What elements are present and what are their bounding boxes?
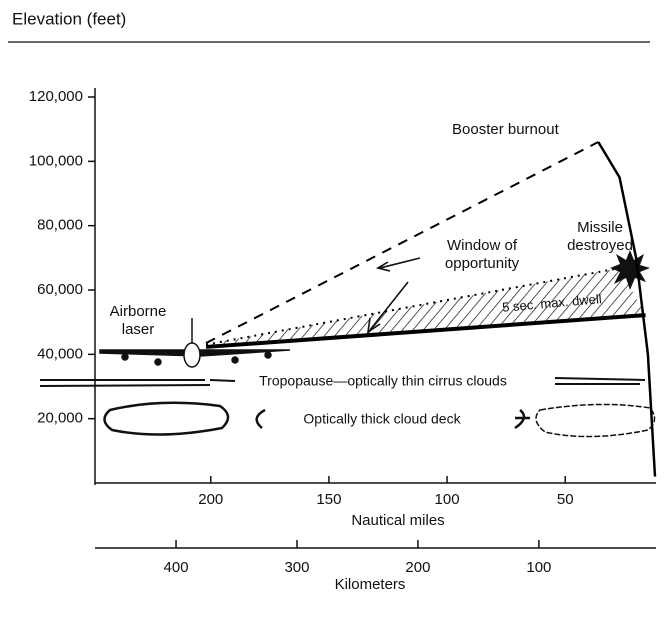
- series-line: [205, 313, 646, 349]
- annotation: opportunity: [445, 255, 520, 272]
- x2-axis-label: Kilometers: [335, 576, 406, 593]
- airplane: [99, 318, 291, 368]
- x2-tick-label: 300: [284, 559, 309, 576]
- cirrus-clouds: [39, 377, 646, 387]
- x2-tick-label: 200: [405, 559, 430, 576]
- annotation: Missile: [577, 219, 623, 236]
- window-hatch: [206, 268, 646, 347]
- annotation: Booster burnout: [452, 121, 560, 138]
- x-axis-label: Nautical miles: [351, 512, 444, 529]
- annotation: Optically thick cloud deck: [303, 411, 461, 427]
- y-tick-label: 80,000: [37, 217, 83, 234]
- x-tick-label: 50: [557, 491, 574, 508]
- annotation: laser: [122, 321, 155, 338]
- y-tick-label: 120,000: [29, 88, 83, 105]
- annotation: destroyed: [567, 237, 633, 254]
- annotation: Window of: [447, 237, 518, 254]
- y-tick-label: 40,000: [37, 345, 83, 362]
- annotation: Tropopause—optically thin cirrus clouds: [259, 373, 507, 389]
- x-tick-label: 100: [435, 491, 460, 508]
- chart-title: Elevation (feet): [12, 9, 126, 28]
- x-tick-label: 200: [198, 491, 223, 508]
- series-line: [597, 141, 657, 477]
- cloud-deck: [103, 401, 656, 438]
- y-tick-label: 20,000: [37, 410, 83, 427]
- x2-tick-label: 400: [164, 559, 189, 576]
- x-tick-label: 150: [316, 491, 341, 508]
- annotation: Airborne: [110, 303, 167, 320]
- y-tick-label: 60,000: [37, 281, 83, 298]
- series-line: [205, 267, 620, 346]
- series-line: [205, 141, 599, 344]
- y-tick-label: 100,000: [29, 152, 83, 169]
- x2-tick-label: 100: [526, 559, 551, 576]
